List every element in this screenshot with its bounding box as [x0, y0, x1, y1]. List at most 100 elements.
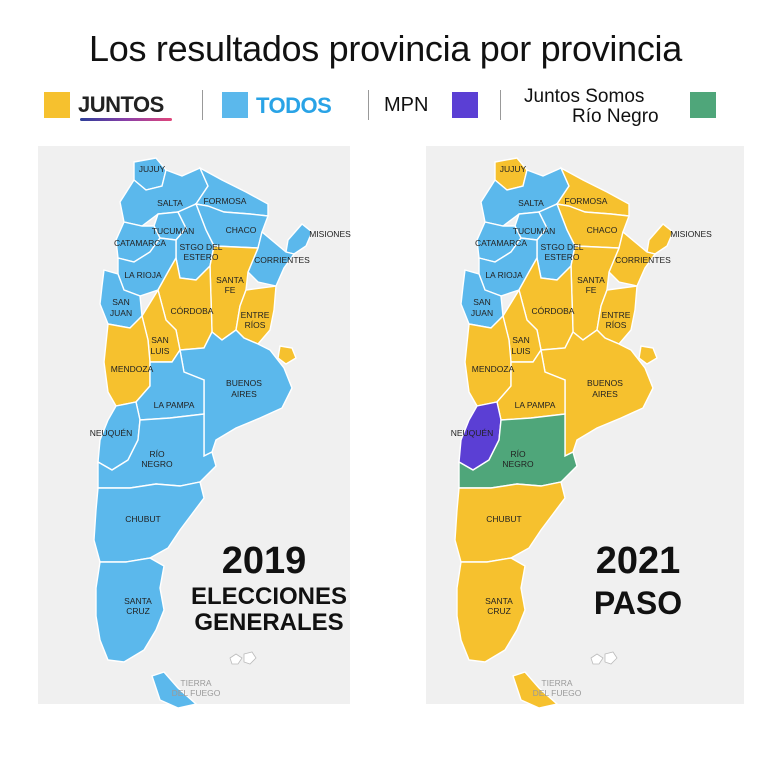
province-label-sgo1: STGO DEL [180, 242, 223, 252]
province-label-corrientes: CORRIENTES [615, 255, 671, 265]
province-label-ba1: BUENOS [226, 378, 262, 388]
province-label-misiones: MISIONES [670, 229, 712, 239]
legend-label-jsrn-line2: Río Negro [572, 106, 659, 127]
province-label-jujuy: JUJUY [500, 164, 527, 174]
province-label-tucuman: TUCUMÁN [152, 226, 195, 236]
province-label-rio2: NEGRO [502, 459, 534, 469]
province-label-neuquen: NEUQUÉN [451, 428, 494, 438]
province-label-san-juan1: SAN [112, 297, 129, 307]
legend-swatch-mpn [452, 92, 478, 118]
province-label-ba2: AIRES [231, 389, 257, 399]
province-label-san-juan2: JUAN [471, 308, 493, 318]
province-corrientes [608, 230, 657, 287]
province-label-salta: SALTA [518, 198, 544, 208]
subtitle-2021: PASO [593, 585, 683, 621]
province-caba [638, 345, 658, 365]
province-label-chubut: CHUBUT [486, 514, 521, 524]
province-label-santa2: FE [225, 285, 236, 295]
province-label-sc1: SANTA [124, 596, 152, 606]
province-label-sc1: SANTA [485, 596, 513, 606]
province-label-cordoba: CÓRDOBA [171, 306, 214, 316]
province-mendoza [464, 314, 512, 407]
province-label-tdf1: TIERRA [180, 678, 212, 688]
legend-divider [500, 90, 501, 120]
malvinas-islands [229, 651, 618, 665]
province-caba [277, 345, 297, 365]
province-mendoza [103, 314, 151, 407]
province-tierra-del-fuego [151, 671, 198, 709]
province-label-san-luis1: SAN [151, 335, 168, 345]
province-label-entre2: RÍOS [606, 320, 627, 330]
province-label-cordoba: CÓRDOBA [532, 306, 575, 316]
province-label-formosa: FORMOSA [565, 196, 608, 206]
province-label-la-pampa: LA PAMPA [154, 400, 195, 410]
province-label-sgo2: ESTERO [545, 252, 580, 262]
province-label-formosa: FORMOSA [204, 196, 247, 206]
map-labels-2021: JUJUY SALTA FORMOSA TUCUMÁN CHACO MISIONES CAT… [451, 164, 712, 698]
province-misiones [646, 223, 674, 255]
province-label-rio1: RÍO [510, 449, 526, 459]
map-labels-2019: JUJUY SALTA FORMOSA TUCUMÁN CHACO MISIONES CAT… [90, 164, 351, 698]
legend-label-juntos: JUNTOS [78, 92, 164, 117]
province-label-santa1: SANTA [216, 275, 244, 285]
province-label-mendoza: MENDOZA [472, 364, 515, 374]
legend-label-todos: TODOS [256, 93, 332, 118]
province-santa-cruz [95, 557, 165, 663]
province-label-entre1: ENTRE [602, 310, 631, 320]
province-label-catamarca: CATAMARCA [475, 238, 527, 248]
province-label-neuquen: NEUQUÉN [90, 428, 133, 438]
juntos-logo: JUNTOS [78, 92, 174, 121]
legend-label-mpn: MPN [384, 94, 429, 116]
legend-divider [202, 90, 203, 120]
legend-swatch-juntos [44, 92, 70, 118]
province-label-rio1: RÍO [149, 449, 165, 459]
province-label-sgo1: STGO DEL [541, 242, 584, 252]
province-label-tdf1: TIERRA [541, 678, 573, 688]
subtitle-2019-line1: ELECCIONES [190, 583, 348, 610]
province-label-tucuman: TUCUMÁN [513, 226, 556, 236]
province-chubut [454, 481, 566, 563]
province-label-chubut: CHUBUT [125, 514, 160, 524]
province-label-santa1: SANTA [577, 275, 605, 285]
province-label-rio2: NEGRO [141, 459, 173, 469]
province-label-entre1: ENTRE [241, 310, 270, 320]
province-label-sc2: CRUZ [126, 606, 150, 616]
province-tierra-del-fuego [512, 671, 559, 709]
subtitle-2019-line2: GENERALES [194, 609, 344, 636]
province-label-ba1: BUENOS [587, 378, 623, 388]
province-label-sc2: CRUZ [487, 606, 511, 616]
province-label-corrientes: CORRIENTES [254, 255, 310, 265]
province-misiones [285, 223, 313, 255]
page-title: Los resultados provincia por provincia [89, 28, 682, 69]
province-label-la-pampa: LA PAMPA [515, 400, 556, 410]
legend-swatch-todos [222, 92, 248, 118]
legend-swatch-jsrn [690, 92, 716, 118]
province-label-san-luis1: SAN [512, 335, 529, 345]
province-label-ba2: AIRES [592, 389, 618, 399]
province-label-misiones: MISIONES [309, 229, 351, 239]
province-label-san-juan2: JUAN [110, 308, 132, 318]
province-chubut [93, 481, 205, 563]
province-label-mendoza: MENDOZA [111, 364, 154, 374]
province-label-san-luis2: LUIS [151, 346, 170, 356]
map-2019 [93, 157, 313, 709]
province-label-entre2: RÍOS [245, 320, 266, 330]
province-label-santa2: FE [586, 285, 597, 295]
province-label-salta: SALTA [157, 198, 183, 208]
legend-divider [368, 90, 369, 120]
province-label-tdf2: DEL FUEGO [533, 688, 582, 698]
province-label-jujuy: JUJUY [139, 164, 166, 174]
province-label-sgo2: ESTERO [184, 252, 219, 262]
legend-label-jsrn-line1: Juntos Somos [524, 86, 645, 107]
year-2021: 2021 [595, 540, 681, 582]
map-2021 [454, 157, 674, 709]
province-label-chaco: CHACO [587, 225, 618, 235]
juntos-underline [80, 118, 172, 121]
legend: JUNTOS TODOS MPN Juntos Somos Río Negro [0, 86, 771, 130]
province-label-la-rioja: LA RIOJA [485, 270, 523, 280]
province-label-catamarca: CATAMARCA [114, 238, 166, 248]
province-label-la-rioja: LA RIOJA [124, 270, 162, 280]
province-label-san-juan1: SAN [473, 297, 490, 307]
province-label-tdf2: DEL FUEGO [172, 688, 221, 698]
